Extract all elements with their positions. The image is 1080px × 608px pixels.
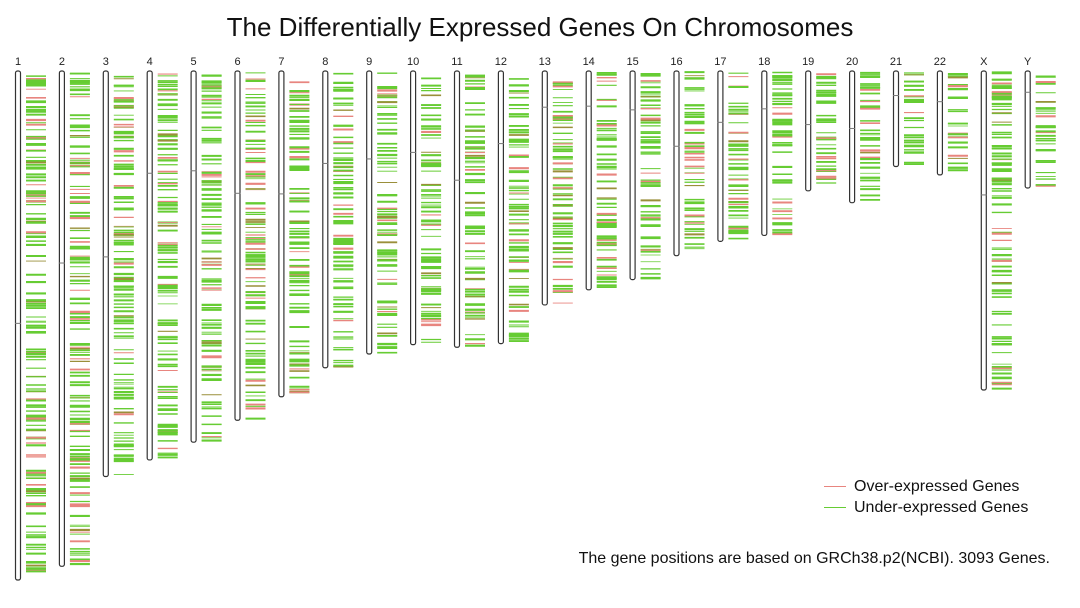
chromosome-body-10 bbox=[410, 70, 417, 346]
chromosome-7: 7 bbox=[278, 56, 310, 398]
chromosome-body-5 bbox=[190, 70, 197, 443]
chromosome-body-20 bbox=[848, 70, 856, 204]
chromosome-label-4: 4 bbox=[147, 56, 153, 68]
chromosome-body-7 bbox=[278, 70, 285, 398]
chromosome-22: 22 bbox=[934, 56, 968, 176]
chromosome-label-3: 3 bbox=[103, 56, 109, 68]
chromosome-19: 19 bbox=[802, 56, 837, 192]
chromosome-body-18 bbox=[761, 70, 768, 237]
chromosome-Y: Y bbox=[1024, 56, 1056, 189]
chromosome-label-7: 7 bbox=[278, 56, 284, 68]
chromosome-body-8 bbox=[322, 70, 329, 369]
chromosome-label-22: 22 bbox=[934, 56, 946, 68]
chromosome-body-Y bbox=[1024, 70, 1031, 189]
chromosome-label-19: 19 bbox=[802, 56, 814, 68]
chromosome-15: 15 bbox=[626, 56, 661, 281]
chart-footnote: The gene positions are based on GRCh38.p… bbox=[578, 550, 1050, 567]
under-expressed-swatch bbox=[824, 507, 846, 508]
chromosome-label-16: 16 bbox=[670, 56, 682, 68]
chromosome-label-Y: Y bbox=[1024, 56, 1032, 68]
chromosome-13: 13 bbox=[539, 56, 573, 306]
chromosome-21: 21 bbox=[890, 56, 924, 168]
chromosome-body-11 bbox=[453, 70, 461, 348]
chart-legend: Over-expressed Genes Under-expressed Gen… bbox=[824, 476, 1028, 518]
chromosome-body-2 bbox=[58, 70, 66, 567]
chromosome-label-5: 5 bbox=[191, 56, 197, 68]
chromosome-label-15: 15 bbox=[626, 56, 638, 68]
chromosome-body-17 bbox=[717, 70, 724, 242]
chromosome-label-14: 14 bbox=[583, 56, 595, 68]
chromosome-label-1: 1 bbox=[15, 56, 21, 68]
chromosome-6: 6 bbox=[234, 56, 266, 421]
chromosome-body-22 bbox=[936, 70, 944, 176]
legend-item-under: Under-expressed Genes bbox=[824, 497, 1028, 518]
chromosome-label-8: 8 bbox=[322, 56, 328, 68]
chromosome-label-13: 13 bbox=[539, 56, 551, 68]
chromosome-body-X bbox=[980, 70, 987, 391]
chromosome-9: 9 bbox=[366, 56, 398, 355]
chromosome-12: 12 bbox=[495, 56, 529, 345]
chromosome-body-19 bbox=[805, 70, 812, 192]
chromosome-label-18: 18 bbox=[758, 56, 770, 68]
chromosome-17: 17 bbox=[714, 56, 749, 242]
chromosome-label-9: 9 bbox=[366, 56, 372, 68]
chromosome-label-11: 11 bbox=[451, 56, 462, 68]
chromosome-label-X: X bbox=[980, 56, 988, 68]
chromosome-20: 20 bbox=[846, 56, 881, 204]
chromosome-3: 3 bbox=[102, 56, 134, 478]
legend-label-under: Under-expressed Genes bbox=[854, 498, 1029, 516]
chromosome-label-10: 10 bbox=[407, 56, 419, 68]
chromosome-label-20: 20 bbox=[846, 56, 858, 68]
chart-title: The Differentially Expressed Genes On Ch… bbox=[226, 12, 854, 42]
chromosome-body-14 bbox=[585, 70, 592, 291]
over-expressed-swatch bbox=[824, 486, 846, 487]
chromosome-8: 8 bbox=[322, 56, 354, 369]
chromosome-10: 10 bbox=[407, 56, 442, 346]
chromosome-body-3 bbox=[102, 70, 109, 478]
chromosome-X: X bbox=[980, 56, 1012, 391]
chromosome-body-4 bbox=[146, 70, 153, 461]
chromosome-5: 5 bbox=[190, 56, 222, 443]
chromosome-16: 16 bbox=[670, 56, 705, 257]
chromosome-2: 2 bbox=[58, 56, 90, 567]
chromosome-1: 1 bbox=[14, 56, 46, 581]
chromosome-body-1 bbox=[14, 70, 22, 581]
chromosome-body-6 bbox=[234, 70, 241, 421]
chromosome-18: 18 bbox=[758, 56, 793, 237]
chromosome-14: 14 bbox=[583, 56, 617, 291]
chromosome-4: 4 bbox=[146, 56, 178, 461]
chromosome-body-13 bbox=[541, 70, 548, 306]
chromosome-body-21 bbox=[892, 70, 900, 168]
legend-label-over: Over-expressed Genes bbox=[854, 477, 1020, 495]
chromosome-label-6: 6 bbox=[234, 56, 240, 68]
chromosome-label-2: 2 bbox=[59, 56, 65, 68]
chromosome-11: 11 bbox=[451, 56, 485, 348]
chromosome-body-16 bbox=[673, 70, 680, 257]
legend-item-over: Over-expressed Genes bbox=[824, 476, 1028, 497]
chromosome-label-17: 17 bbox=[714, 56, 726, 68]
chromosome-body-12 bbox=[497, 70, 504, 345]
chromosome-label-12: 12 bbox=[495, 56, 507, 68]
chromosome-body-9 bbox=[366, 70, 373, 355]
chromosome-label-21: 21 bbox=[890, 56, 902, 68]
chromosome-body-15 bbox=[629, 70, 636, 281]
